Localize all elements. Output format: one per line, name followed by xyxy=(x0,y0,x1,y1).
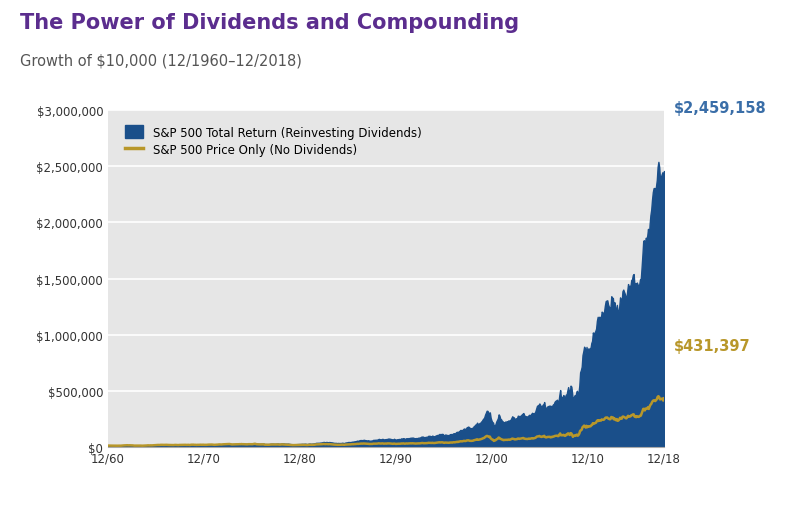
Text: The Power of Dividends and Compounding: The Power of Dividends and Compounding xyxy=(20,13,519,33)
Legend: S&P 500 Total Return (Reinvesting Dividends), S&P 500 Price Only (No Dividends): S&P 500 Total Return (Reinvesting Divide… xyxy=(119,120,427,163)
Text: $2,459,158: $2,459,158 xyxy=(674,101,766,116)
Text: $431,397: $431,397 xyxy=(674,338,750,354)
Text: Growth of $10,000 (12/1960–12/2018): Growth of $10,000 (12/1960–12/2018) xyxy=(20,53,302,68)
